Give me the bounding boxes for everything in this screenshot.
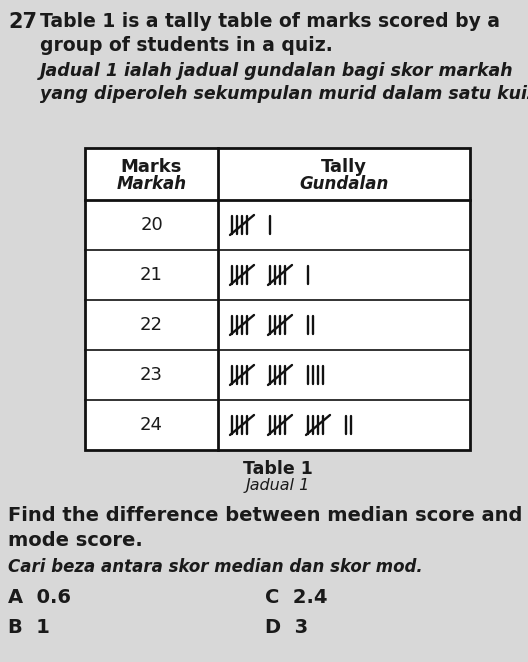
Text: Cari beza antara skor median dan skor mod.: Cari beza antara skor median dan skor mo… [8,558,423,576]
Text: Gundalan: Gundalan [299,175,389,193]
Text: Table 1 is a tally table of marks scored by a
group of students in a quiz.: Table 1 is a tally table of marks scored… [40,12,500,55]
Text: Tally: Tally [321,158,367,176]
Text: A  0.6: A 0.6 [8,588,71,607]
Bar [85,148,470,450]
Text: C  2.4: C 2.4 [265,588,327,607]
Text: Find the difference between median score and
mode score.: Find the difference between median score… [8,506,522,550]
Text: 24: 24 [140,416,163,434]
Text: D  3: D 3 [265,618,308,637]
Text: 22: 22 [140,316,163,334]
Text: 27: 27 [8,12,37,32]
Text: Marks: Marks [121,158,182,176]
Text: 20: 20 [140,216,163,234]
Text: 23: 23 [140,366,163,384]
Text: Jadual 1: Jadual 1 [246,478,309,493]
Text: Markah: Markah [117,175,186,193]
Text: Table 1: Table 1 [242,460,313,478]
Text: 21: 21 [140,266,163,284]
Text: Jadual 1 ialah jadual gundalan bagi skor markah
yang diperoleh sekumpulan murid : Jadual 1 ialah jadual gundalan bagi skor… [40,62,528,103]
Text: B  1: B 1 [8,618,50,637]
